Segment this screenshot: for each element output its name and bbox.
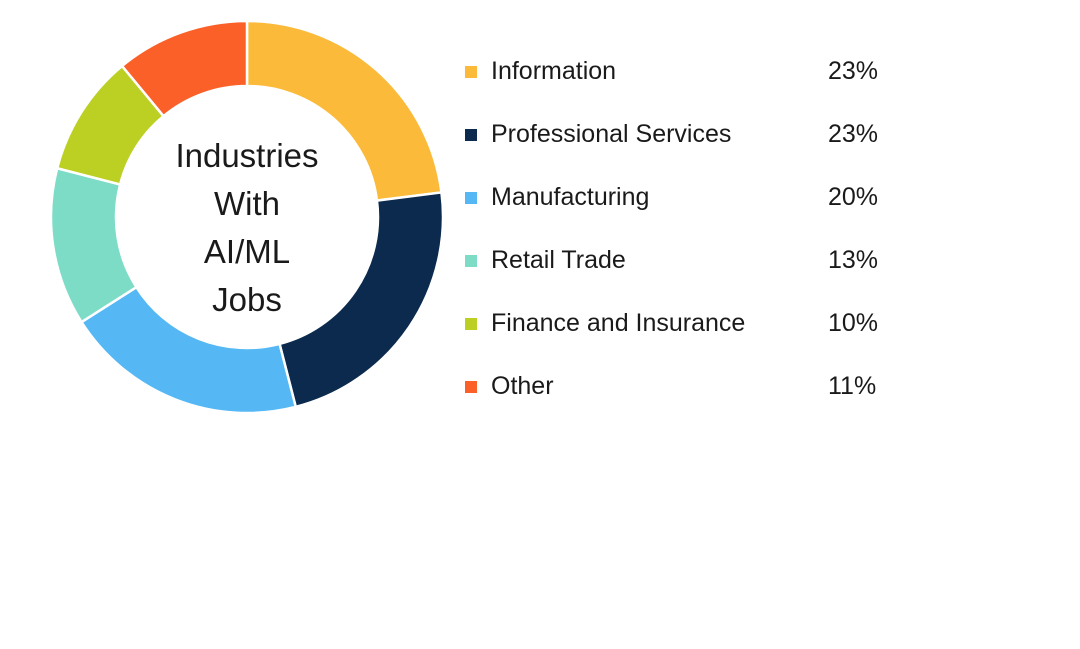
legend-item-manufacturing: Manufacturing 20% [465,166,915,229]
donut-center-label: Industries With AI/ML Jobs [147,132,347,324]
legend-item-finance-and-insurance: Finance and Insurance 10% [465,292,915,355]
center-label-line: Industries [175,137,319,174]
legend-swatch [465,380,477,393]
legend-item-information: Information 23% [465,40,915,103]
legend-label: Retail Trade [491,246,626,274]
center-label-line: Jobs [212,281,282,318]
chart-legend: Information 23% Professional Services 23… [465,40,915,418]
donut-slice-professional-services [278,191,445,409]
legend-value: 13% [828,246,879,274]
donut-slice-information [245,19,443,202]
legend-swatch [465,317,477,330]
legend-swatch [465,65,477,78]
legend-label: Finance and Insurance [491,309,746,337]
legend-swatch [465,254,477,267]
legend-swatch [465,191,477,204]
legend-item-retail-trade: Retail Trade 13% [465,229,915,292]
legend-label: Other [491,372,554,400]
legend-label: Manufacturing [491,183,650,211]
legend-value: 20% [828,183,879,211]
legend-item-professional-services: Professional Services 23% [465,103,915,166]
legend-label: Information [491,57,617,85]
center-label-line: With [214,185,280,222]
donut-plot-area [49,19,445,415]
center-label-line: AI/ML [203,233,291,270]
legend-label: Professional Services [491,120,732,148]
legend-swatch [465,128,477,141]
legend-value: 10% [828,309,879,337]
legend-value: 23% [828,120,879,148]
donut-slice-other [120,19,249,118]
legend-value: 23% [828,57,879,85]
legend-item-other: Other 11% [465,355,915,418]
legend-value: 11% [828,372,877,400]
